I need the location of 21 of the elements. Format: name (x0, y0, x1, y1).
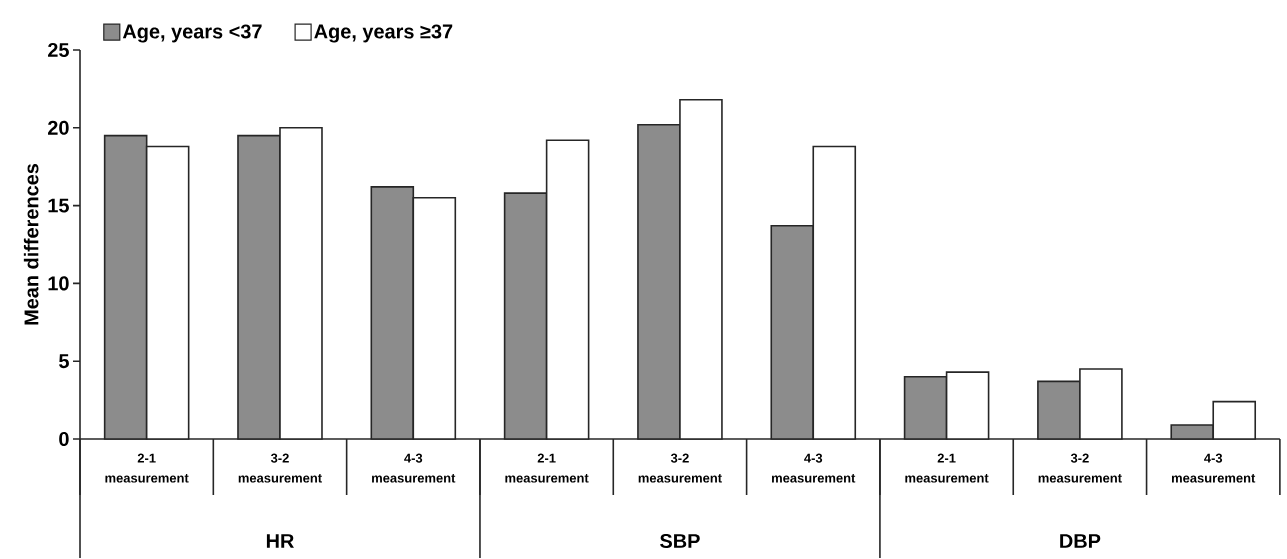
y-axis-title: Mean differences (23, 164, 39, 325)
x-tick-label: 4-3 measurement (372, 453, 456, 483)
legend-label: Age, years <37 (122, 24, 262, 43)
x-tick-label: 2-1 measurement (505, 453, 589, 483)
y-tick-label: 20 (48, 120, 69, 135)
y-tick-label: 0 (59, 432, 69, 447)
x-tick-label: 4-3 measurement (1171, 453, 1256, 483)
text: DBP (1060, 534, 1101, 548)
x-tick-label: 2-1 measurement (905, 453, 989, 483)
x-tick-label: 3-2 measurement (638, 453, 722, 483)
text: HR (266, 534, 294, 548)
y-tick-label: 5 (59, 354, 69, 369)
y-tick-label: 10 (48, 276, 69, 291)
y-tick-label: 25 (48, 43, 69, 58)
legend-label: Age, years ≥37 (314, 24, 453, 43)
text: SBP (660, 534, 700, 549)
x-tick-label: 3-2 measurement (1038, 453, 1122, 483)
x-tick-label: 3-2 measurement (238, 453, 322, 483)
x-tick-label: 4-3 measurement (772, 453, 856, 483)
x-tick-label: 2-1 measurement (105, 453, 189, 483)
y-tick-label: 15 (48, 198, 69, 213)
